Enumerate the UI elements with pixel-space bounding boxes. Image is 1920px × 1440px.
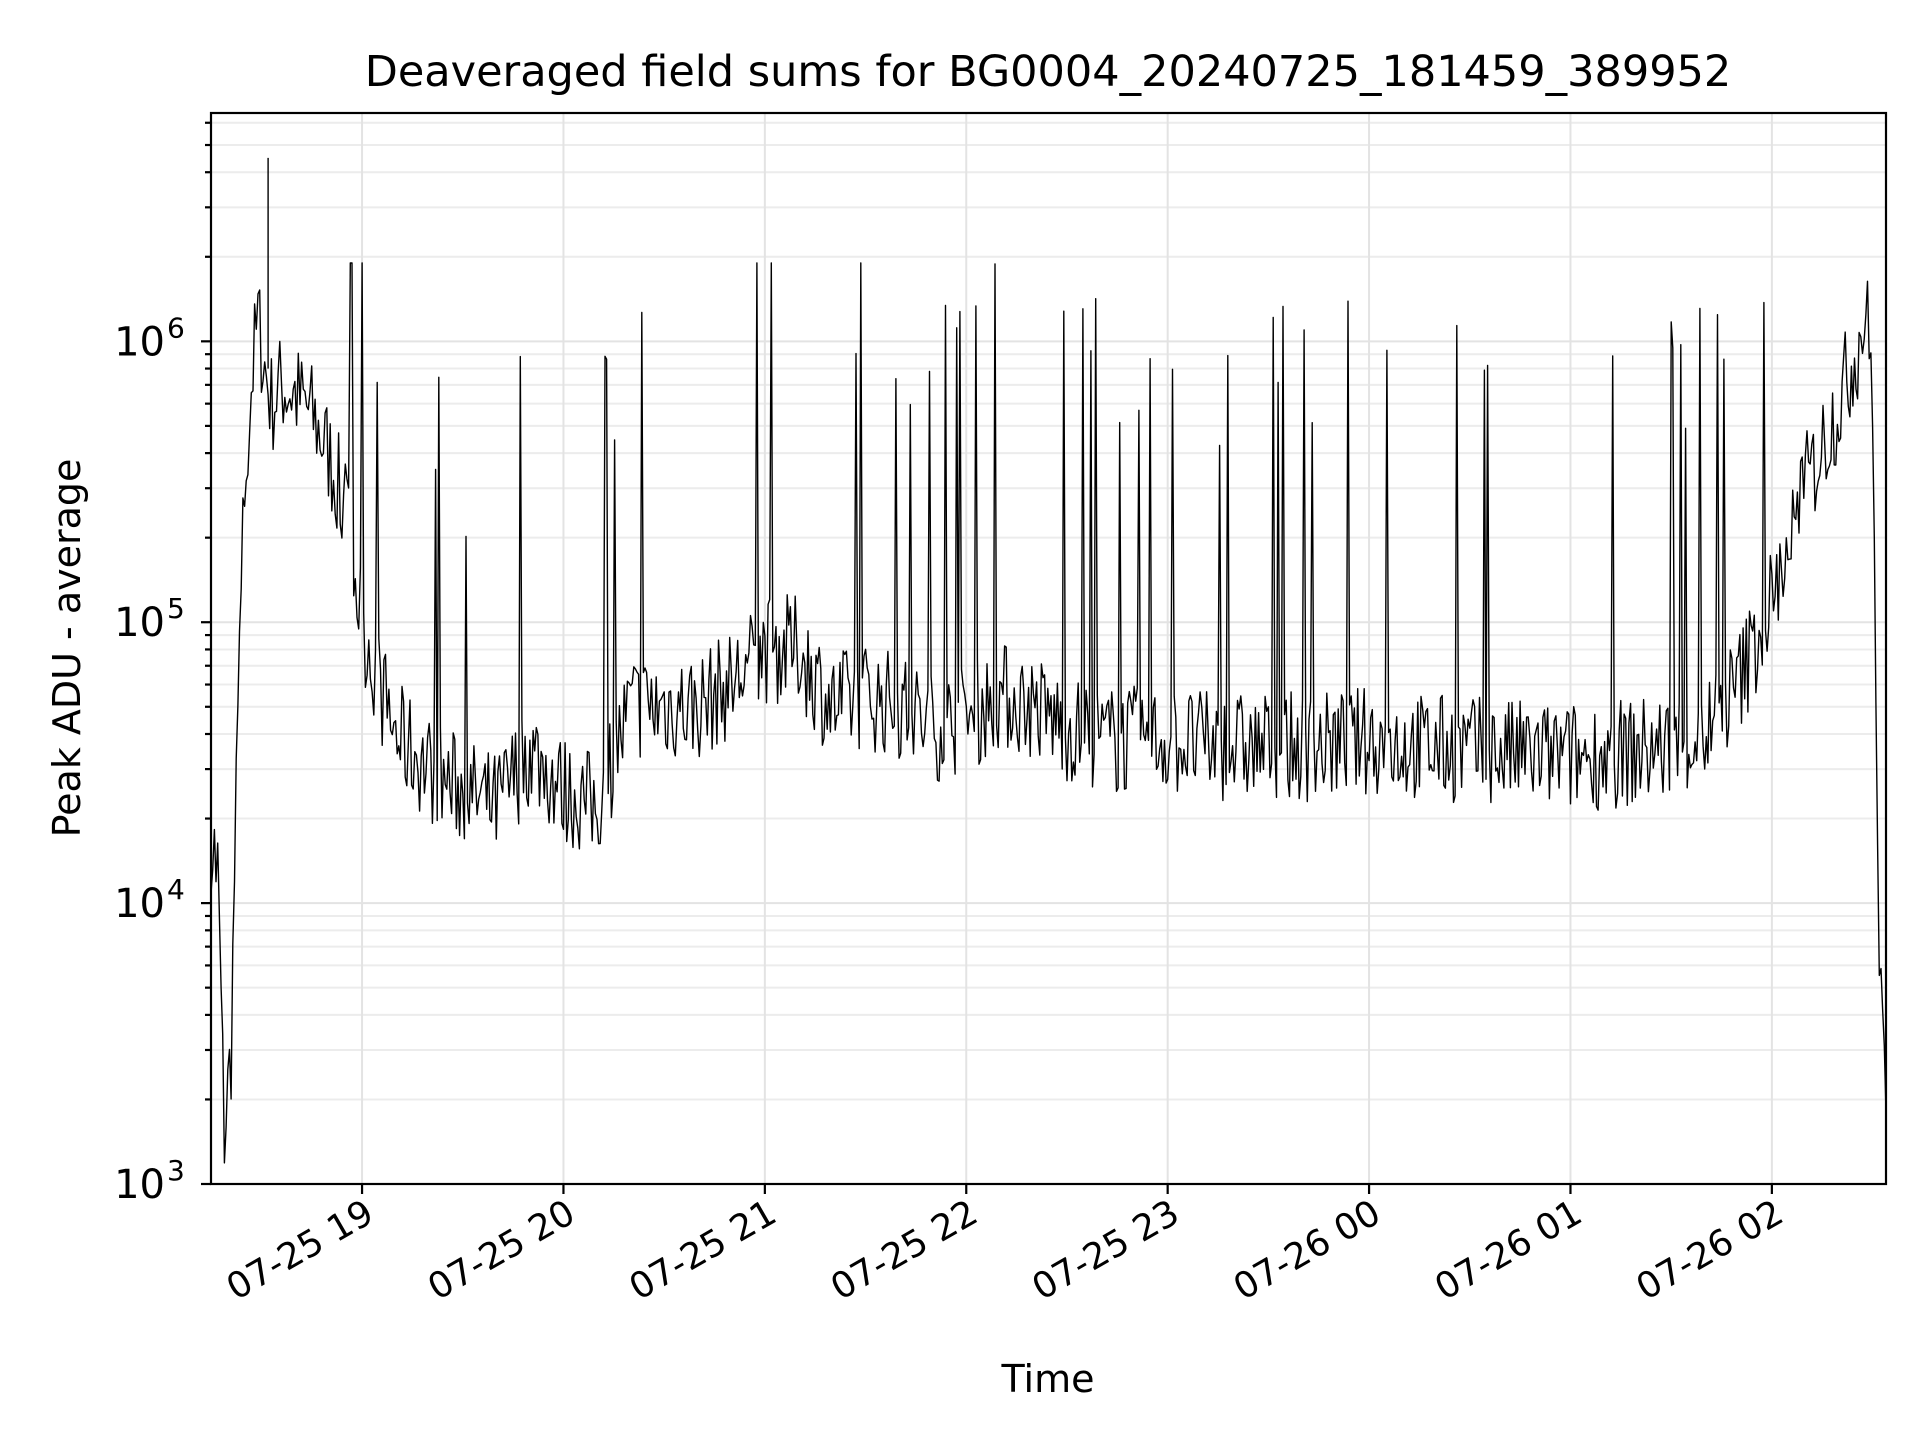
chart-title: Deaveraged field sums for BG0004_2024072… bbox=[365, 47, 1732, 97]
y-tick-label: 10 bbox=[114, 881, 165, 927]
y-tick-label: 10 bbox=[114, 319, 165, 365]
y-tick-label: 10 bbox=[114, 600, 165, 646]
x-axis-label: Time bbox=[1001, 1357, 1095, 1401]
y-tick-exponent: 4 bbox=[167, 873, 185, 906]
y-tick-label: 10 bbox=[114, 1162, 165, 1208]
y-tick-exponent: 3 bbox=[167, 1154, 185, 1187]
y-tick-exponent: 5 bbox=[167, 592, 185, 625]
y-tick-exponent: 6 bbox=[167, 311, 185, 344]
grid bbox=[211, 113, 1886, 1185]
y-axis-label: Peak ADU - average bbox=[45, 459, 89, 838]
series-line bbox=[210, 157, 1887, 1164]
